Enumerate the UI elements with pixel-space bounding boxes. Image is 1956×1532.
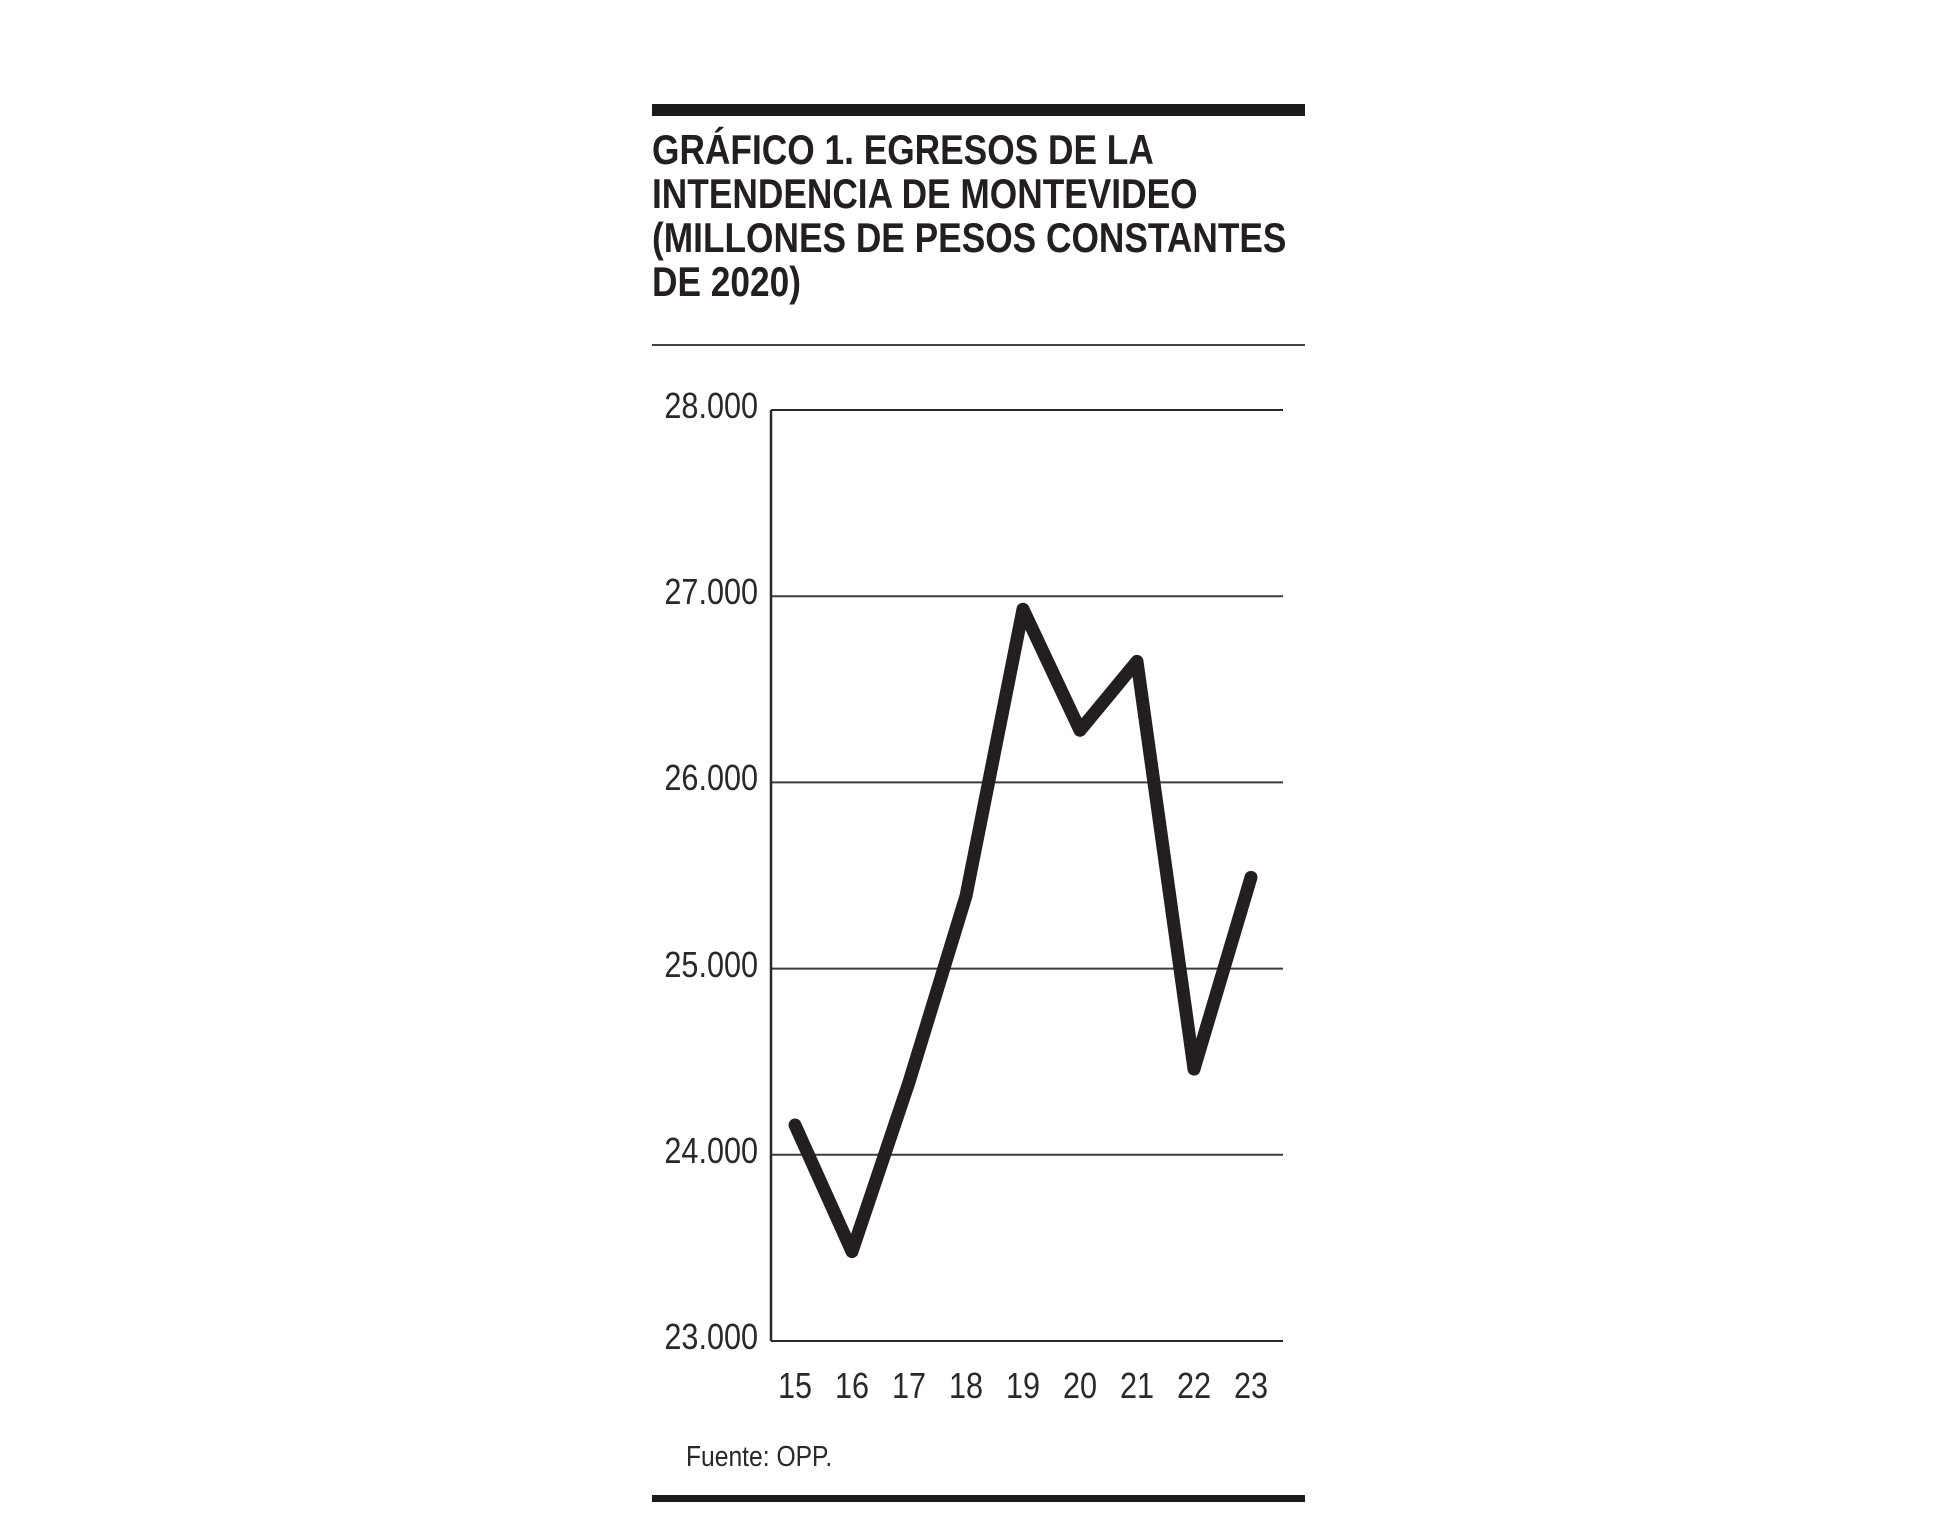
x-axis-label: 17 (891, 1365, 927, 1406)
y-axis-label: 23.000 (664, 1316, 758, 1357)
series-line (788, 602, 1258, 1259)
y-axis-label: 27.000 (664, 571, 758, 613)
x-axis-label: 18 (948, 1365, 984, 1406)
y-axis-label: 26.000 (664, 757, 758, 799)
x-axis-label: 21 (1119, 1365, 1155, 1406)
x-axis-label: 23 (1233, 1365, 1269, 1406)
x-axis-label: 19 (1005, 1365, 1041, 1406)
line-chart-plot-area (769, 409, 1283, 1342)
x-axis-label: 15 (777, 1365, 813, 1406)
x-axis-label: 16 (834, 1365, 870, 1406)
x-axis-label: 22 (1176, 1365, 1212, 1406)
x-axis-label: 20 (1062, 1365, 1098, 1406)
y-axis-label: 28.000 (664, 385, 758, 426)
chart-title-line: DE 2020) (652, 258, 802, 305)
y-axis-label: 25.000 (664, 943, 758, 985)
top-accent-bar (652, 104, 1305, 116)
chart-title-line: (MILLONES DE PESOS CONSTANTES (652, 214, 1287, 261)
source-note: Fuente: OPP. (686, 1441, 833, 1473)
chart-title-line: INTENDENCIA DE MONTEVIDEO (652, 170, 1198, 217)
chart-title-line: GRÁFICO 1. EGRESOS DE LA (652, 126, 1154, 173)
y-axis-label: 24.000 (664, 1129, 758, 1171)
title-divider (652, 344, 1305, 346)
bottom-rule (652, 1495, 1305, 1502)
chart-title: GRÁFICO 1. EGRESOS DE LA INTENDENCIA DE … (652, 128, 1316, 304)
